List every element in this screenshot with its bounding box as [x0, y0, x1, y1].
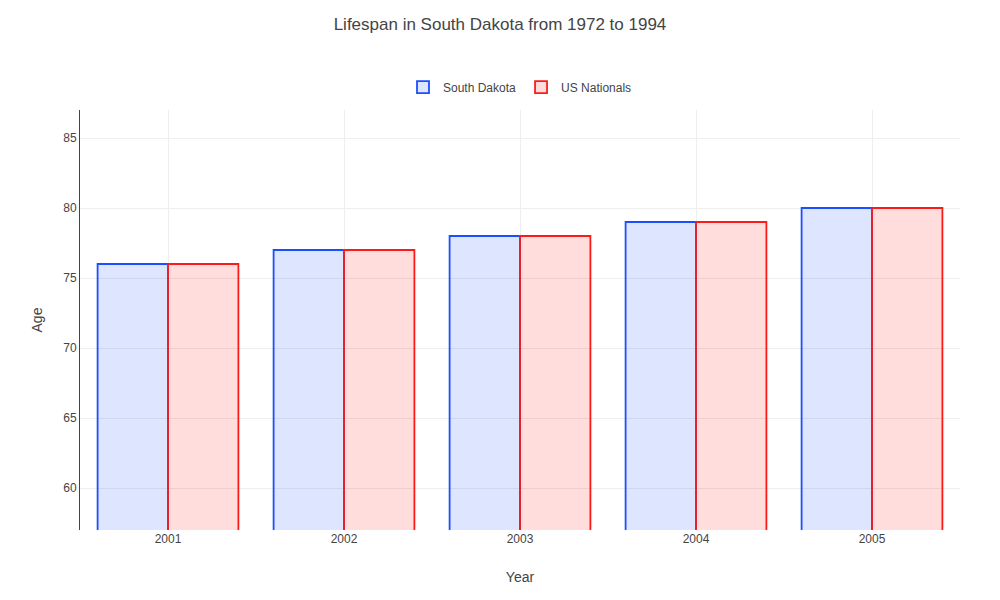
svg-text:2005: 2005: [859, 532, 886, 546]
svg-text:75: 75: [63, 271, 77, 285]
svg-text:70: 70: [63, 341, 77, 355]
svg-text:Lifespan in South Dakota from: Lifespan in South Dakota from 1972 to 19…: [334, 15, 667, 34]
svg-text:2001: 2001: [155, 532, 182, 546]
svg-text:80: 80: [63, 201, 77, 215]
svg-text:65: 65: [63, 411, 77, 425]
svg-text:Year: Year: [506, 569, 535, 585]
svg-text:2003: 2003: [507, 532, 534, 546]
svg-text:60: 60: [63, 481, 77, 495]
svg-text:85: 85: [63, 131, 77, 145]
svg-text:Age: Age: [29, 307, 45, 332]
svg-text:South Dakota: South Dakota: [443, 81, 516, 95]
svg-text:2004: 2004: [683, 532, 710, 546]
svg-text:2002: 2002: [331, 532, 358, 546]
svg-text:US Nationals: US Nationals: [561, 81, 631, 95]
